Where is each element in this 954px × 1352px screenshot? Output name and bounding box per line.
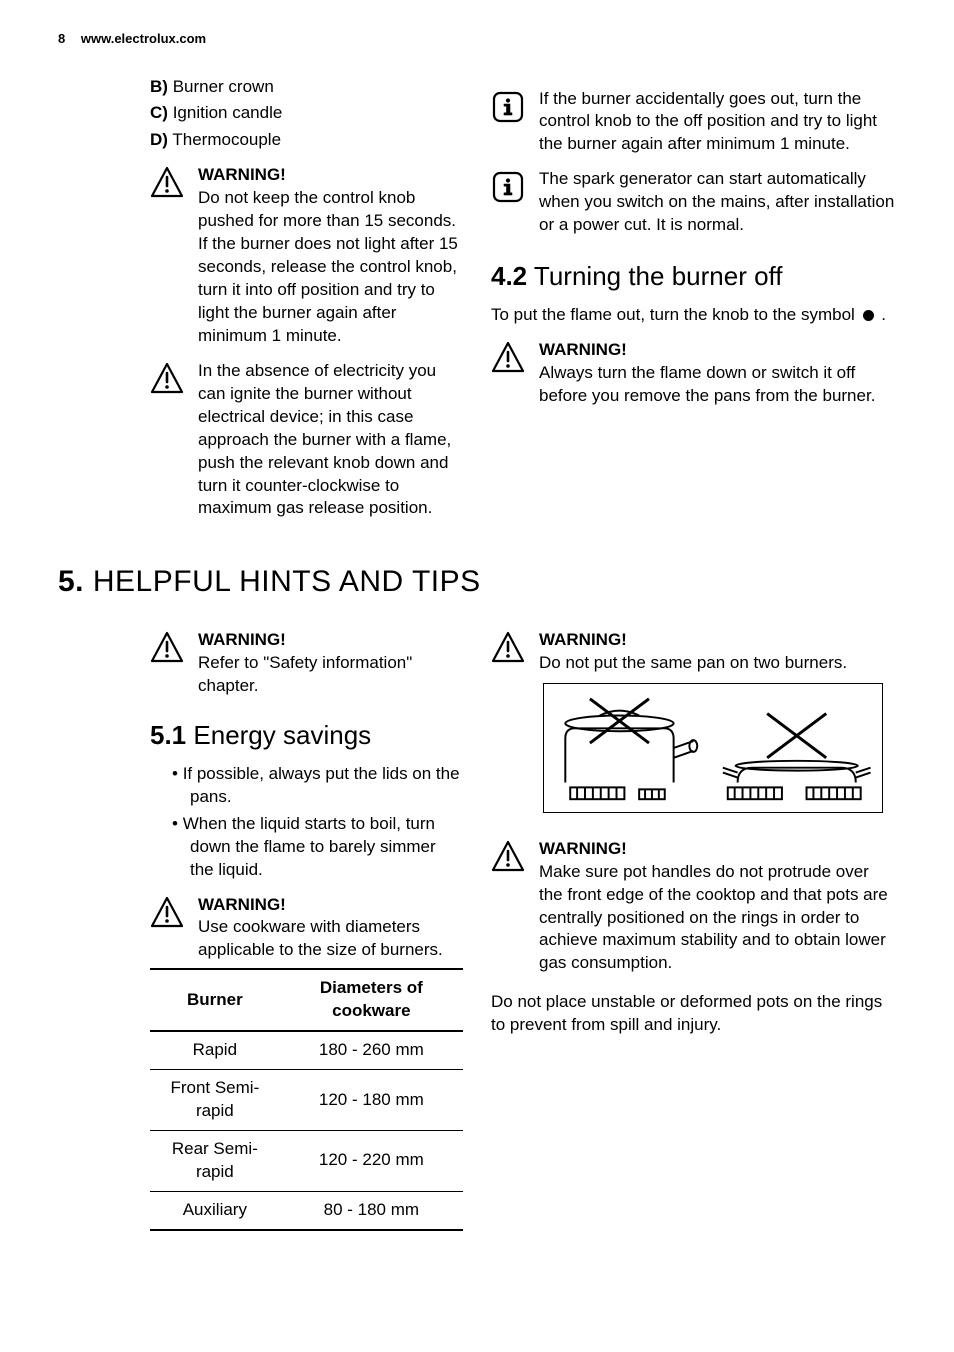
- info-icon: [491, 88, 525, 124]
- table-row: Front Semi-rapid120 - 180 mm: [150, 1070, 463, 1131]
- bottom-left-col: WARNING! Refer to "Safety information" c…: [58, 617, 463, 1231]
- top-columns: B) Burner crown C) Ignition candle D) Th…: [58, 76, 896, 521]
- info-callout: If the burner accidentally goes out, tur…: [491, 88, 896, 157]
- warning-title: WARNING!: [198, 164, 463, 187]
- warning-callout: In the absence of electricity you can ig…: [58, 360, 463, 521]
- warning-text: Do not put the same pan on two burners.: [539, 652, 896, 675]
- bullet-item: • When the liquid starts to boil, turn d…: [172, 813, 463, 882]
- warning-callout: WARNING! Do not put the same pan on two …: [491, 629, 896, 675]
- pan-diagram: [543, 683, 883, 813]
- warning-text: Always turn the flame down or switch it …: [539, 362, 896, 408]
- warning-text: If the burner does not light after 15 se…: [198, 233, 463, 348]
- table-row: Rapid180 - 260 mm: [150, 1031, 463, 1069]
- warning-callout: WARNING! Do not keep the control knob pu…: [58, 164, 463, 348]
- bottom-columns: WARNING! Refer to "Safety information" c…: [58, 617, 896, 1231]
- table-header: Diameters of cookware: [280, 969, 463, 1031]
- warning-icon: [150, 894, 184, 963]
- cookware-table-wrap: Burner Diameters of cookware Rapid180 - …: [58, 968, 463, 1231]
- warning-text: Make sure pot handles do not protrude ov…: [539, 861, 896, 976]
- warning-title: WARNING!: [198, 894, 463, 917]
- top-right-col: If the burner accidentally goes out, tur…: [491, 76, 896, 521]
- warning-icon: [491, 838, 525, 874]
- section-5-heading: 5. HELPFUL HINTS AND TIPS: [58, 562, 896, 603]
- parts-list: B) Burner crown C) Ignition candle D) Th…: [58, 76, 463, 153]
- info-text: The spark generator can start automatica…: [539, 168, 896, 237]
- warning-text: Use cookware with diameters applicable t…: [198, 916, 463, 962]
- warning-title: WARNING!: [539, 339, 896, 362]
- warning-title: WARNING!: [198, 629, 463, 652]
- info-callout: The spark generator can start automatica…: [491, 168, 896, 237]
- off-symbol-icon: [863, 310, 874, 321]
- info-icon: [491, 168, 525, 204]
- warning-icon: [150, 164, 184, 348]
- header-url: www.electrolux.com: [81, 31, 206, 46]
- warning-title: WARNING!: [539, 838, 896, 861]
- warning-icon: [150, 629, 184, 698]
- warning-text: Do not keep the control knob pushed for …: [198, 187, 463, 233]
- bottom-right-col: WARNING! Do not put the same pan on two …: [491, 617, 896, 1231]
- closing-paragraph: Do not place unstable or deformed pots o…: [491, 991, 896, 1037]
- list-item: B) Burner crown: [150, 76, 463, 99]
- warning-icon: [491, 629, 525, 665]
- section-4-2-body: To put the flame out, turn the knob to t…: [491, 304, 896, 327]
- section-4-2-heading: 4.2 Turning the burner off: [491, 259, 896, 294]
- page-number: 8: [58, 31, 65, 46]
- warning-text: In the absence of electricity you can ig…: [198, 360, 463, 521]
- top-left-col: B) Burner crown C) Ignition candle D) Th…: [58, 76, 463, 521]
- table-header: Burner: [150, 969, 280, 1031]
- warning-text: Refer to "Safety information" chapter.: [198, 652, 463, 698]
- list-item: D) Thermocouple: [150, 129, 463, 152]
- page-header: 8 www.electrolux.com: [58, 30, 896, 48]
- warning-callout: WARNING! Refer to "Safety information" c…: [58, 629, 463, 698]
- table-row: Auxiliary80 - 180 mm: [150, 1191, 463, 1229]
- bullet-item: • If possible, always put the lids on th…: [172, 763, 463, 809]
- pan-diagram-wrap: [491, 683, 896, 820]
- warning-title: WARNING!: [539, 629, 896, 652]
- warning-callout: WARNING! Use cookware with diameters app…: [58, 894, 463, 963]
- section-5-1-heading: 5.1 Energy savings: [150, 718, 463, 753]
- table-row: Rear Semi-rapid120 - 220 mm: [150, 1131, 463, 1192]
- warning-callout: WARNING! Make sure pot handles do not pr…: [491, 838, 896, 976]
- warning-icon: [150, 360, 184, 521]
- list-item: C) Ignition candle: [150, 102, 463, 125]
- warning-callout: WARNING! Always turn the flame down or s…: [491, 339, 896, 408]
- energy-bullets: • If possible, always put the lids on th…: [58, 763, 463, 882]
- info-text: If the burner accidentally goes out, tur…: [539, 88, 896, 157]
- warning-icon: [491, 339, 525, 375]
- cookware-table: Burner Diameters of cookware Rapid180 - …: [150, 968, 463, 1231]
